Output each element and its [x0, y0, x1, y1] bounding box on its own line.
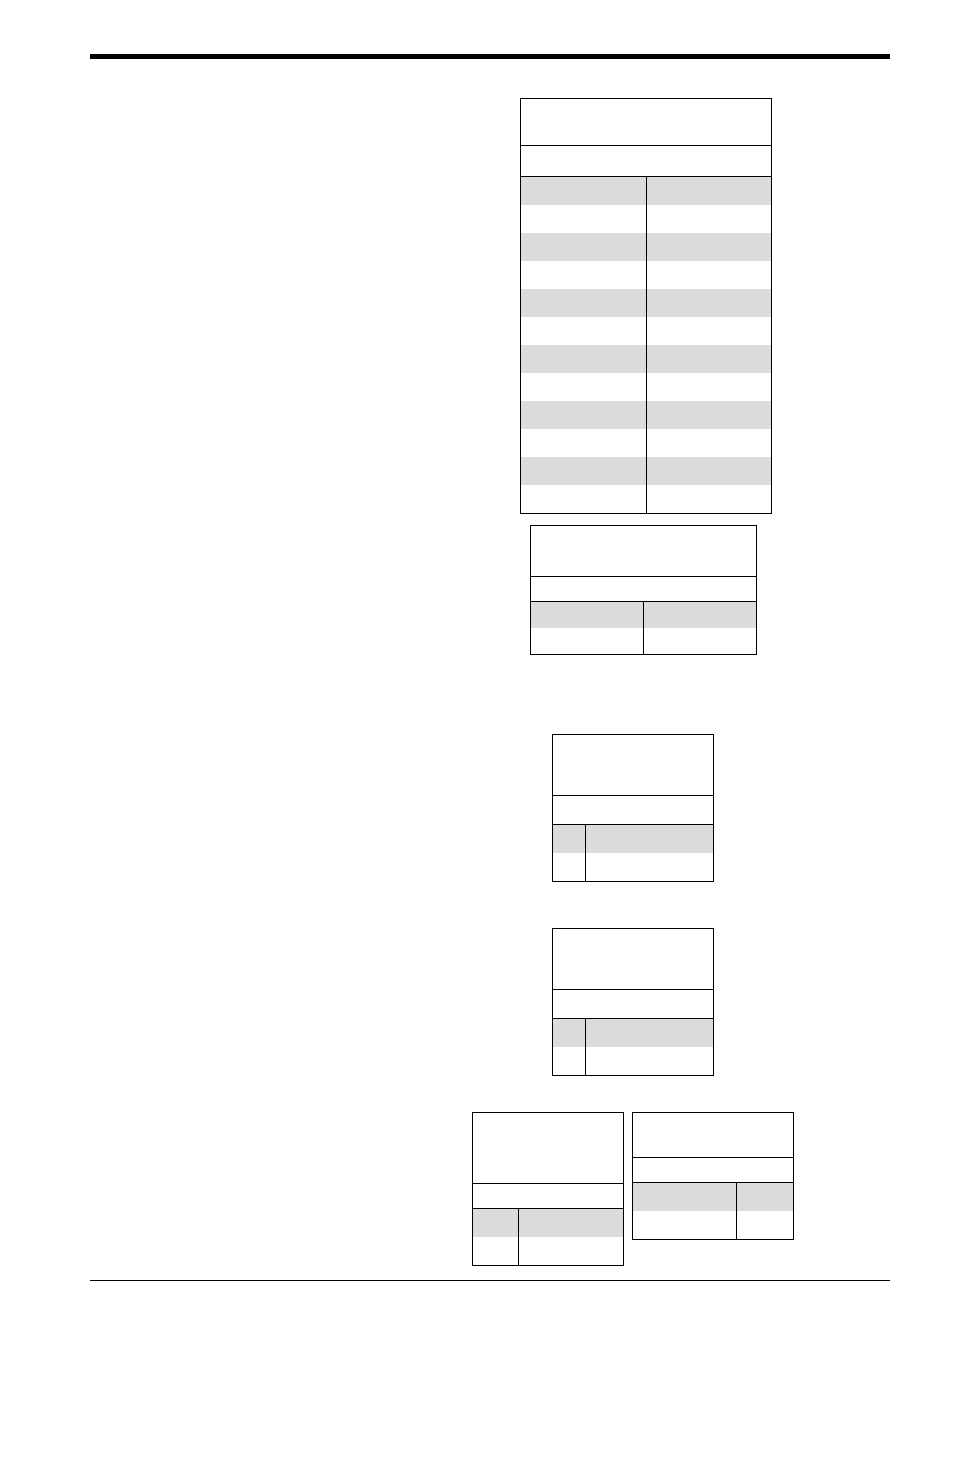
table-cell [531, 602, 644, 628]
table-t1 [520, 98, 772, 514]
table-cell [586, 1019, 713, 1047]
table-cell [644, 628, 756, 654]
table-cell [521, 345, 647, 373]
table-title [521, 99, 771, 146]
table-cell [647, 485, 772, 513]
table-cell [647, 233, 772, 261]
table-row [473, 1237, 623, 1265]
table-t5 [472, 1112, 624, 1266]
rule-top [90, 54, 890, 59]
table-row [521, 457, 771, 485]
table-cell [473, 1237, 519, 1265]
table-title [553, 929, 713, 990]
table-row [553, 825, 713, 853]
table-cell [647, 429, 772, 457]
table-t3 [552, 734, 714, 882]
page [0, 0, 954, 1458]
table-header [633, 1158, 793, 1183]
table-cell [521, 429, 647, 457]
table-header [473, 1184, 623, 1209]
table-cell [633, 1211, 737, 1239]
table-row [531, 628, 756, 654]
table-cell [521, 233, 647, 261]
table-cell [521, 401, 647, 429]
table-cell [647, 289, 772, 317]
table-row [521, 345, 771, 373]
table-t6 [632, 1112, 794, 1240]
table-row [521, 485, 771, 513]
table-title [531, 526, 756, 577]
table-cell [553, 1047, 586, 1075]
table-header [553, 990, 713, 1019]
table-header [521, 146, 771, 177]
table-row [521, 233, 771, 261]
table-cell [647, 261, 772, 289]
table-cell [737, 1183, 793, 1211]
table-cell [644, 602, 756, 628]
table-cell [647, 401, 772, 429]
table-cell [553, 1019, 586, 1047]
table-cell [521, 317, 647, 345]
table-cell [586, 825, 713, 853]
table-cell [521, 485, 647, 513]
table-cell [633, 1183, 737, 1211]
table-cell [586, 853, 713, 881]
table-cell [647, 457, 772, 485]
table-header [531, 577, 756, 602]
table-cell [521, 261, 647, 289]
table-row [553, 1047, 713, 1075]
rule-bottom [90, 1280, 890, 1281]
table-cell [553, 825, 586, 853]
table-row [531, 602, 756, 628]
table-title [553, 735, 713, 796]
table-t2 [530, 525, 757, 655]
table-cell [531, 628, 644, 654]
table-cell [521, 205, 647, 233]
table-cell [521, 373, 647, 401]
table-cell [553, 853, 586, 881]
table-row [521, 261, 771, 289]
table-row [521, 317, 771, 345]
table-cell [737, 1211, 793, 1239]
table-row [521, 429, 771, 457]
table-header [553, 796, 713, 825]
table-row [521, 177, 771, 205]
table-row [473, 1209, 623, 1237]
table-cell [473, 1209, 519, 1237]
table-row [521, 289, 771, 317]
table-title [473, 1113, 623, 1184]
table-cell [647, 345, 772, 373]
table-row [521, 401, 771, 429]
table-cell [647, 205, 772, 233]
table-row [553, 1019, 713, 1047]
table-cell [519, 1237, 623, 1265]
table-cell [647, 373, 772, 401]
table-t4 [552, 928, 714, 1076]
table-cell [647, 317, 772, 345]
table-row [521, 373, 771, 401]
table-title [633, 1113, 793, 1158]
table-row [633, 1211, 793, 1239]
table-cell [521, 457, 647, 485]
table-cell [519, 1209, 623, 1237]
table-cell [521, 289, 647, 317]
table-row [633, 1183, 793, 1211]
table-cell [521, 177, 647, 205]
table-row [521, 205, 771, 233]
table-cell [586, 1047, 713, 1075]
table-cell [647, 177, 772, 205]
table-row [553, 853, 713, 881]
